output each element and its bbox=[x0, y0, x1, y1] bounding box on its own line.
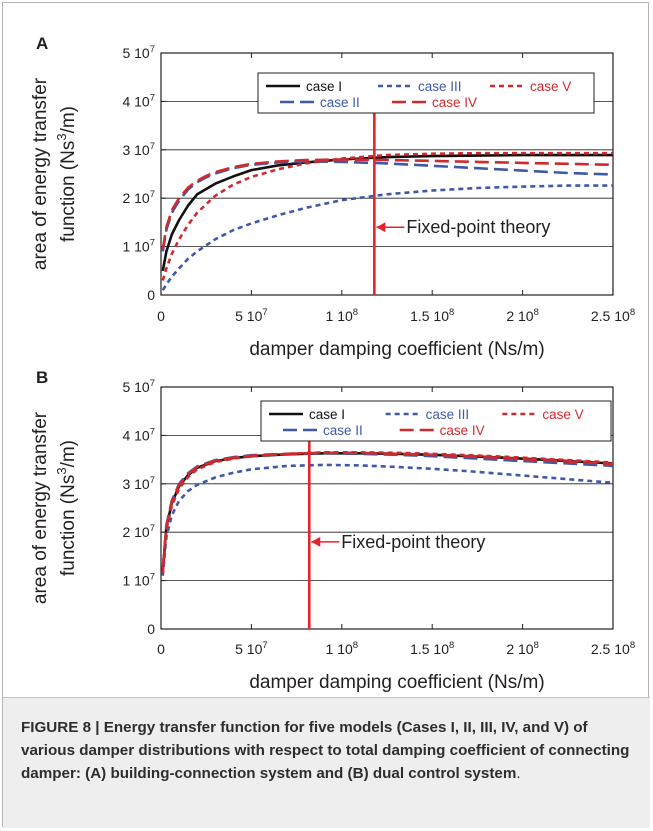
x-axis-label: damper damping coefficient (Ns/m) bbox=[249, 672, 544, 693]
caption-text: Energy transfer function for five models… bbox=[21, 719, 630, 782]
y-axis-label: area of energy transfer bbox=[30, 77, 51, 270]
y-tick-label: 0 bbox=[147, 621, 155, 637]
caption-separator: | bbox=[91, 719, 104, 736]
legend-box bbox=[257, 72, 595, 114]
series-line-case-iv bbox=[161, 158, 613, 250]
y-tick-label: 3 107 bbox=[122, 475, 155, 492]
x-tick-label: 1 108 bbox=[326, 307, 359, 324]
annotation-arrow-head bbox=[311, 536, 321, 547]
series-line-case-iii bbox=[161, 184, 613, 291]
y-tick-label: 1 107 bbox=[122, 572, 155, 589]
legend-label: case IV bbox=[440, 423, 485, 438]
figure-caption: FIGURE 8 | Energy transfer function for … bbox=[3, 697, 650, 828]
x-tick-label: 1.5 108 bbox=[410, 307, 454, 324]
legend-label: case V bbox=[542, 407, 583, 422]
x-tick-label: 2 108 bbox=[506, 307, 539, 324]
x-tick-label: 5 107 bbox=[235, 307, 268, 324]
x-tick-label: 2 108 bbox=[506, 640, 539, 657]
series-line-case-iv bbox=[161, 451, 613, 570]
y-axis-unit-label: function (Ns3/m) bbox=[54, 440, 79, 576]
y-tick-label: 2 107 bbox=[122, 523, 155, 540]
y-axis-unit-label: function (Ns3/m) bbox=[54, 106, 79, 242]
x-tick-label: 1 108 bbox=[326, 640, 359, 657]
legend-label: case II bbox=[323, 423, 363, 438]
x-tick-label: 1.5 108 bbox=[410, 640, 454, 657]
legend-label: case II bbox=[320, 95, 360, 110]
panel-letter: A bbox=[36, 34, 48, 53]
series-line-case-i bbox=[161, 153, 613, 272]
series-line-case-iii bbox=[161, 463, 613, 576]
legend-label: case IV bbox=[432, 95, 477, 110]
legend-label: case I bbox=[309, 407, 345, 422]
y-tick-label: 0 bbox=[147, 287, 155, 303]
caption-paragraph: FIGURE 8 | Energy transfer function for … bbox=[21, 716, 638, 785]
x-tick-label: 0 bbox=[157, 641, 165, 657]
legend-label: case V bbox=[530, 79, 571, 94]
y-tick-label: 5 107 bbox=[122, 378, 155, 395]
fixed-point-annotation: Fixed-point theory bbox=[406, 217, 550, 237]
caption-end: . bbox=[516, 765, 521, 782]
series-group bbox=[161, 151, 613, 291]
y-axis-label: area of energy transfer bbox=[30, 411, 51, 604]
y-tick-label: 2 107 bbox=[122, 189, 155, 206]
annotation-arrow-head bbox=[376, 222, 386, 233]
x-axis-label: damper damping coefficient (Ns/m) bbox=[249, 339, 544, 360]
y-tick-label: 1 107 bbox=[122, 238, 155, 255]
charts-canvas: A 0 5 107 1 108 1.5 108 2 108 2.5 108 0 1 107 2 1… bbox=[30, 34, 635, 693]
panel-letter: B bbox=[36, 368, 48, 387]
legend-box bbox=[260, 400, 612, 442]
plot-frame bbox=[160, 386, 614, 630]
x-tick-label: 2.5 108 bbox=[591, 307, 635, 324]
caption-label: FIGURE 8 bbox=[21, 719, 92, 736]
chart-panel-a: A 0 5 107 1 108 1.5 108 2 108 2.5 108 0 1 107 2 1… bbox=[30, 34, 635, 360]
y-tick-label: 3 107 bbox=[122, 141, 155, 158]
x-tick-label: 5 107 bbox=[235, 640, 268, 657]
series-line-case-ii bbox=[161, 160, 613, 252]
x-tick-label: 2.5 108 bbox=[591, 640, 635, 657]
legend-label: case III bbox=[426, 407, 470, 422]
fixed-point-annotation: Fixed-point theory bbox=[341, 532, 485, 552]
y-tick-label: 4 107 bbox=[122, 426, 155, 443]
x-tick-label: 0 bbox=[157, 308, 165, 324]
series-line-case-v bbox=[161, 151, 613, 281]
chart-panel-b: B 0 5 107 1 108 1.5 108 2 108 2.5 108 0 1 107 2 1… bbox=[30, 368, 635, 693]
plot-frame bbox=[160, 52, 614, 296]
y-tick-label: 4 107 bbox=[122, 92, 155, 109]
y-tick-label: 5 107 bbox=[122, 44, 155, 61]
legend-label: case I bbox=[306, 79, 342, 94]
series-line-case-i bbox=[161, 452, 613, 572]
legend-label: case III bbox=[418, 79, 462, 94]
series-line-case-v bbox=[161, 451, 613, 574]
series-group bbox=[161, 451, 613, 576]
